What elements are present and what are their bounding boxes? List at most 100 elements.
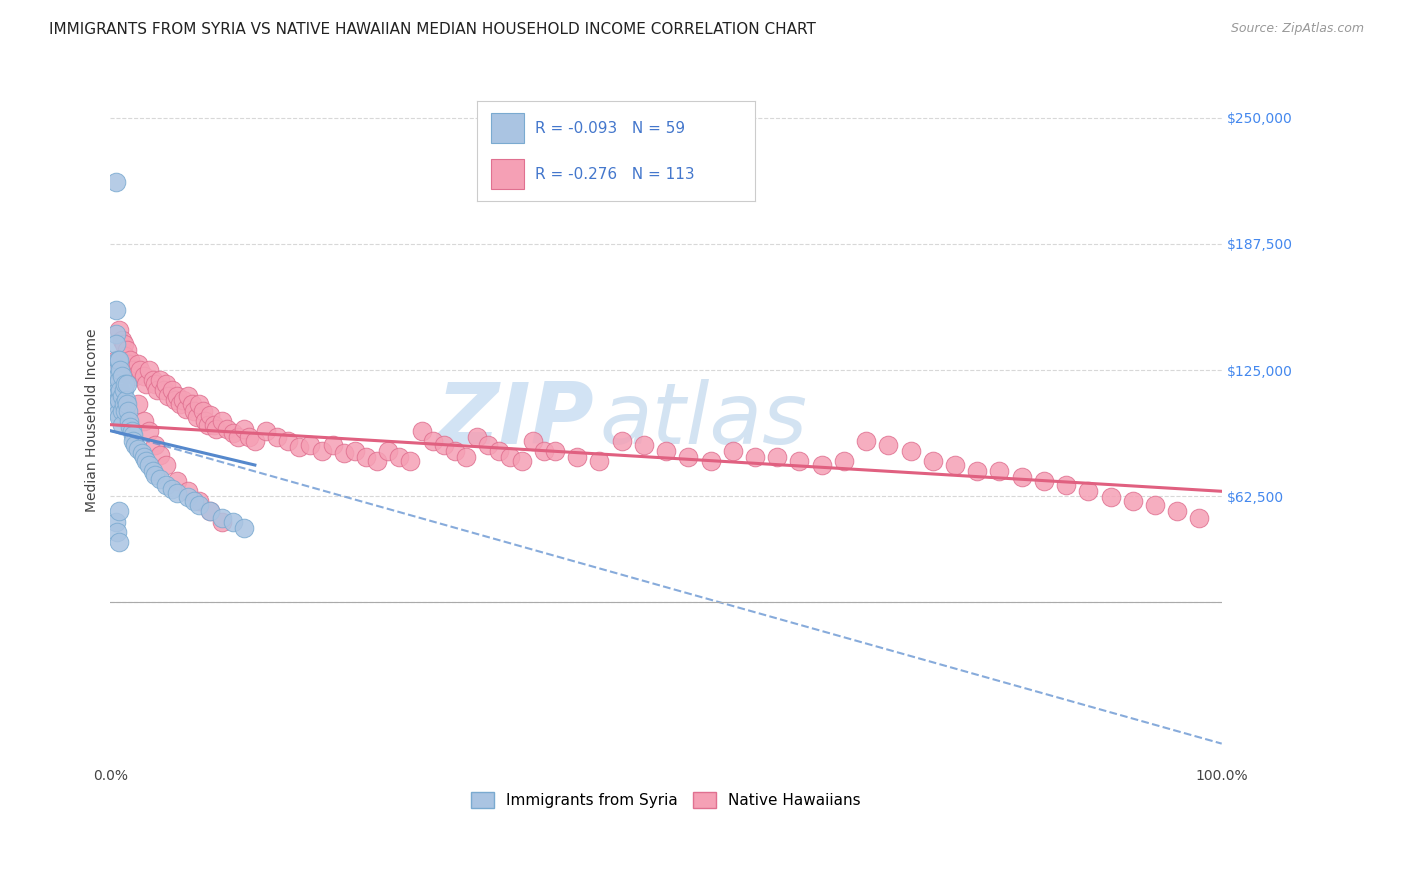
Point [188, 499, 211, 513]
Point [143, 438, 166, 452]
Point [422, 434, 444, 448]
Point [127, 397, 149, 411]
Text: IMMIGRANTS FROM SYRIA VS NATIVE HAWAIIAN MEDIAN HOUSEHOLD INCOME CORRELATION CHA: IMMIGRANTS FROM SYRIA VS NATIVE HAWAIIAN… [49, 22, 815, 37]
Point [121, 434, 143, 448]
Point [107, 377, 129, 392]
Text: Source: ZipAtlas.com: Source: ZipAtlas.com [1230, 22, 1364, 36]
Legend: Immigrants from Syria, Native Hawaiians: Immigrants from Syria, Native Hawaiians [465, 787, 868, 814]
Point [221, 425, 243, 440]
Point [163, 393, 186, 408]
Point [110, 417, 132, 432]
Point [832, 454, 855, 468]
Point [499, 450, 522, 464]
Point [132, 369, 155, 384]
Text: atlas: atlas [599, 379, 807, 462]
Point [488, 444, 510, 458]
Point [254, 424, 277, 438]
Point [744, 450, 766, 464]
Point [177, 491, 200, 505]
Point [988, 464, 1011, 478]
Point [211, 515, 233, 529]
Point [166, 389, 188, 403]
Point [699, 454, 721, 468]
Point [108, 504, 131, 518]
Point [129, 363, 152, 377]
Point [110, 333, 132, 347]
Point [277, 434, 299, 448]
Point [120, 419, 142, 434]
Point [117, 403, 139, 417]
Point [146, 384, 169, 398]
Point [152, 384, 174, 398]
Point [226, 430, 249, 444]
Point [118, 414, 141, 428]
Point [183, 403, 205, 417]
Point [135, 454, 157, 468]
Point [197, 417, 219, 432]
Point [191, 403, 214, 417]
Point [108, 393, 131, 408]
Point [211, 414, 233, 428]
Point [107, 369, 129, 384]
Point [104, 326, 127, 341]
Point [200, 408, 222, 422]
Point [135, 377, 157, 392]
Point [354, 450, 377, 464]
Point [160, 483, 183, 497]
Point [444, 444, 467, 458]
Point [115, 393, 138, 408]
Point [155, 458, 177, 472]
Point [454, 450, 477, 464]
Point [104, 515, 127, 529]
Point [172, 393, 194, 408]
Text: ZIP: ZIP [436, 379, 593, 462]
Point [533, 444, 555, 458]
Point [155, 478, 177, 492]
Point [1054, 478, 1077, 492]
Point [188, 397, 211, 411]
Point [465, 430, 488, 444]
Point [411, 424, 433, 438]
Point [174, 401, 197, 416]
Point [789, 454, 811, 468]
Point [194, 414, 217, 428]
Point [266, 430, 288, 444]
Point [110, 384, 132, 398]
Point [169, 397, 191, 411]
Point [108, 534, 131, 549]
Point [238, 430, 260, 444]
Point [322, 438, 344, 452]
Point [114, 403, 136, 417]
Point [188, 494, 211, 508]
Point [108, 353, 131, 368]
Point [166, 474, 188, 488]
Point [118, 357, 141, 371]
Point [104, 353, 127, 368]
Point [311, 444, 333, 458]
Point [131, 446, 153, 460]
Point [127, 357, 149, 371]
Point [138, 363, 160, 377]
Point [143, 468, 166, 483]
Point [343, 444, 366, 458]
Point [142, 373, 165, 387]
Point [766, 450, 789, 464]
Point [610, 434, 633, 448]
Point [966, 464, 988, 478]
Point [160, 384, 183, 398]
Point [1188, 510, 1211, 524]
Point [810, 458, 832, 472]
Point [232, 521, 254, 535]
Point [124, 438, 146, 452]
Point [366, 454, 388, 468]
Point [120, 353, 142, 368]
Point [107, 387, 129, 401]
Point [132, 414, 155, 428]
Point [177, 389, 200, 403]
Point [138, 458, 160, 472]
Point [565, 450, 588, 464]
Point [115, 397, 138, 411]
Point [477, 438, 499, 452]
Point [200, 504, 222, 518]
Point [105, 524, 128, 539]
